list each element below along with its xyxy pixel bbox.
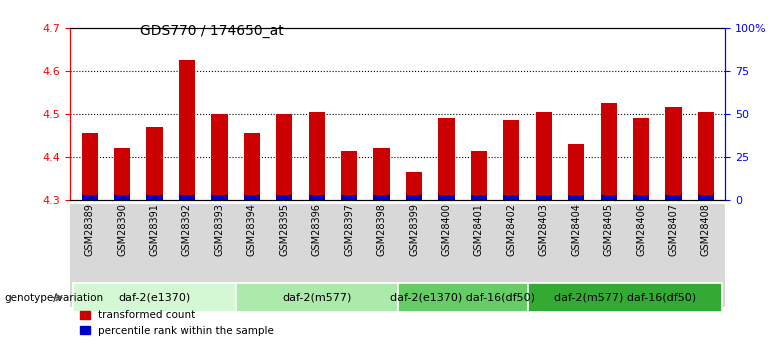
- Bar: [633, 195, 649, 200]
- Bar: [698, 195, 714, 200]
- Bar: [438, 195, 455, 200]
- Bar: [276, 195, 292, 200]
- Bar: [665, 107, 682, 200]
- Bar: [211, 195, 228, 200]
- Text: daf-2(e1370) daf-16(df50): daf-2(e1370) daf-16(df50): [390, 293, 535, 303]
- Bar: [471, 195, 487, 200]
- Text: daf-2(e1370): daf-2(e1370): [119, 293, 190, 303]
- Bar: [406, 172, 422, 200]
- Bar: [471, 150, 487, 200]
- Bar: [503, 195, 519, 200]
- Bar: [114, 148, 130, 200]
- Bar: [341, 195, 357, 200]
- Bar: [406, 195, 422, 200]
- Bar: [374, 195, 390, 200]
- Bar: [665, 195, 682, 200]
- Bar: [114, 195, 130, 200]
- Bar: [698, 112, 714, 200]
- Bar: [276, 114, 292, 200]
- Bar: [601, 103, 617, 200]
- Bar: [438, 118, 455, 200]
- Bar: [179, 60, 195, 200]
- Bar: [211, 114, 228, 200]
- Bar: [568, 195, 584, 200]
- Bar: [503, 120, 519, 200]
- Text: GDS770 / 174650_at: GDS770 / 174650_at: [140, 24, 284, 38]
- Bar: [536, 195, 552, 200]
- Bar: [147, 195, 163, 200]
- Bar: [341, 150, 357, 200]
- Text: daf-2(m577): daf-2(m577): [282, 293, 352, 303]
- Bar: [82, 195, 98, 200]
- Bar: [536, 112, 552, 200]
- Bar: [243, 133, 260, 200]
- Bar: [243, 195, 260, 200]
- Legend: transformed count, percentile rank within the sample: transformed count, percentile rank withi…: [76, 306, 278, 340]
- Bar: [147, 127, 163, 200]
- Bar: [633, 118, 649, 200]
- Bar: [309, 112, 324, 200]
- Bar: [374, 148, 390, 200]
- Bar: [601, 195, 617, 200]
- Text: genotype/variation: genotype/variation: [4, 293, 103, 303]
- Text: daf-2(m577) daf-16(df50): daf-2(m577) daf-16(df50): [554, 293, 696, 303]
- Bar: [82, 133, 98, 200]
- Bar: [179, 195, 195, 200]
- Bar: [568, 144, 584, 200]
- Bar: [309, 195, 324, 200]
